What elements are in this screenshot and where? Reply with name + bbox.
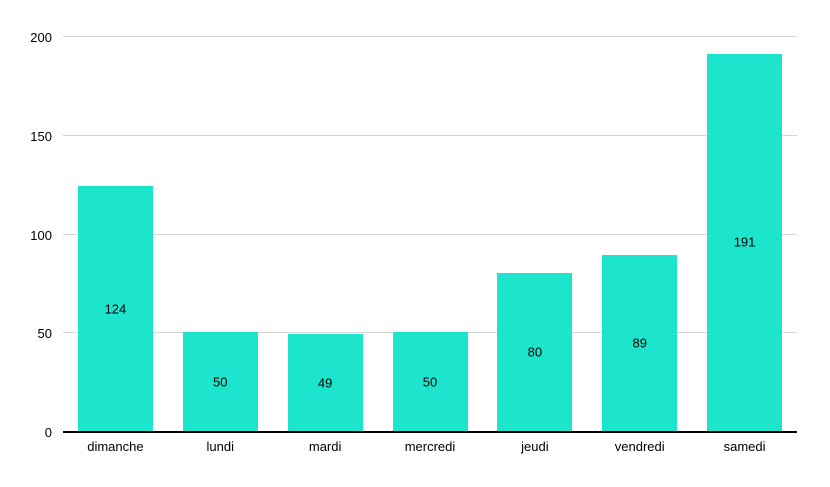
bar-vendredi: 89 [602,255,678,431]
bar-value-label: 49 [317,375,333,391]
gridline-150 [63,134,797,136]
plot-area: 124 50 49 50 80 89 191 [63,36,797,433]
bar-value-label: 50 [213,374,228,390]
gridline-100 [63,233,797,235]
bar-value-label: 50 [422,374,438,390]
y-tick-label: 0 [44,425,52,440]
bar-mardi: 49 [287,334,363,431]
bar-value-label: 124 [104,301,127,317]
x-tick-label-samedi: samedi [723,439,766,454]
x-tick-label-vendredi: vendredi [614,439,665,454]
x-tick-label-dimanche: dimanche [87,439,144,454]
x-tick-label-mercredi: mercredi [404,439,456,454]
bar-jeudi: 80 [497,273,573,431]
y-tick-label: 200 [30,30,52,45]
bar-value-label: 80 [527,344,543,360]
bar-samedi: 191 [707,53,783,431]
bar-mercredi: 50 [392,332,468,431]
y-tick-label: 100 [30,227,52,243]
y-tick-label: 50 [37,326,52,342]
y-tick-label: 150 [30,128,52,144]
x-tick-label-jeudi: jeudi [521,439,549,454]
gridline-200 [63,36,797,37]
bar-dimanche: 124 [77,186,153,431]
x-tick-label-lundi: lundi [206,439,234,454]
bar-lundi: 50 [182,332,258,431]
x-tick-label-mardi: mardi [308,439,342,454]
bar-value-label: 89 [632,335,647,351]
bar-value-label: 191 [733,234,756,250]
